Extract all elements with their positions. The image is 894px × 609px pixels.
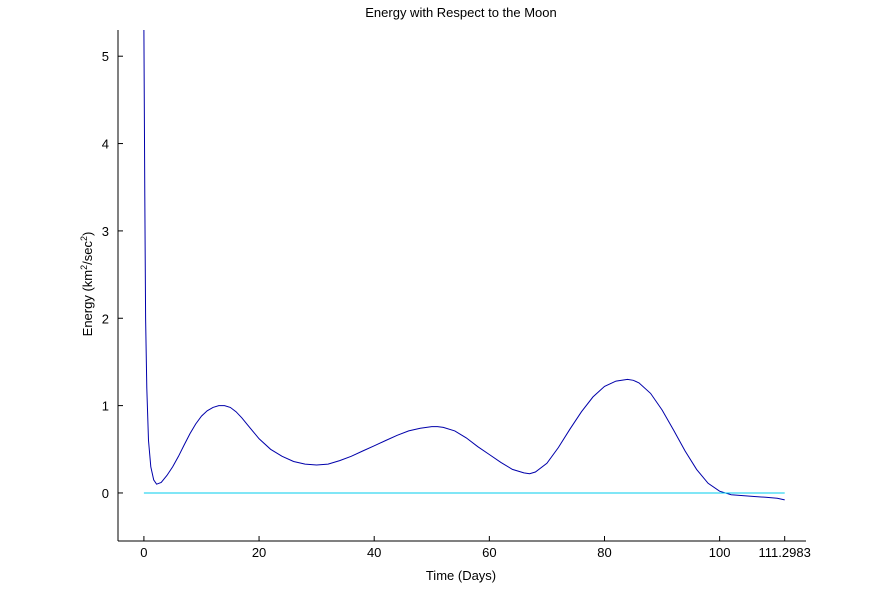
y-tick-label: 2 [102,311,109,326]
y-tick-label: 5 [102,49,109,64]
y-tick-label: 4 [102,137,109,152]
x-tick-label: 60 [482,545,496,560]
y-tick-label: 1 [102,399,109,414]
x-tick-label: 111.2983 [759,545,811,560]
y-axis-title-part: 2 [79,236,89,241]
x-tick-label: 80 [597,545,611,560]
y-axis-title-part: ) [80,232,95,236]
x-axis-title: Time (Days) [426,568,496,583]
chart-title: Energy with Respect to the Moon [365,5,557,20]
y-tick-label: 0 [102,486,109,501]
x-tick-label: 100 [709,545,731,560]
y-axis-title-part: Energy (km [80,270,95,336]
y-axis-title-part: 2 [79,265,89,270]
series-lines [143,29,785,501]
x-tick-label: 0 [140,545,147,560]
x-tick-label: 20 [252,545,266,560]
y-axis-title: Energy (km2/sec2) [79,232,95,337]
y-tick-label: 3 [102,224,109,239]
series-line-0 [143,29,785,501]
y-axis-title-part: /sec [80,241,95,265]
axes: 0 20 40 60 80 100 111.2983 0 1 2 3 4 5 [102,30,811,560]
x-tick-label: 40 [367,545,381,560]
